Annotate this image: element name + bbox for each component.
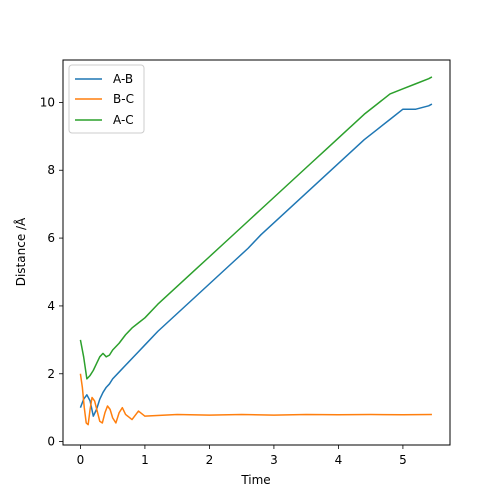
series-line-b-c — [79, 373, 432, 426]
legend-label-a-c: A-C — [113, 113, 134, 127]
series-layer — [79, 76, 433, 426]
series-line-a-c — [79, 76, 433, 380]
plot-frame — [62, 59, 451, 446]
x-tick-label: 3 — [270, 453, 278, 467]
series-line-a-b — [79, 103, 433, 417]
legend-frame — [68, 64, 145, 134]
x-tick-label: 0 — [77, 453, 85, 467]
y-tick-label: 4 — [47, 299, 55, 313]
x-tick-label: 5 — [399, 453, 407, 467]
x-axis-label: Time — [240, 473, 270, 487]
y-axis-label: Distance /Å — [13, 217, 28, 286]
legend: A-B B-C A-C — [68, 64, 145, 134]
y-tick-label: 0 — [47, 435, 55, 449]
x-tick-label: 1 — [141, 453, 149, 467]
y-axis: 0 2 4 6 8 10 — [40, 95, 63, 449]
y-tick-label: 6 — [47, 231, 55, 245]
x-axis: 0 1 2 3 4 5 — [77, 445, 407, 467]
y-tick-label: 8 — [47, 163, 55, 177]
legend-label-b-c: B-C — [113, 92, 134, 106]
y-tick-label: 10 — [40, 95, 55, 109]
x-tick-label: 2 — [206, 453, 214, 467]
x-tick-label: 4 — [335, 453, 343, 467]
y-tick-label: 2 — [47, 367, 55, 381]
legend-label-a-b: A-B — [113, 72, 133, 86]
